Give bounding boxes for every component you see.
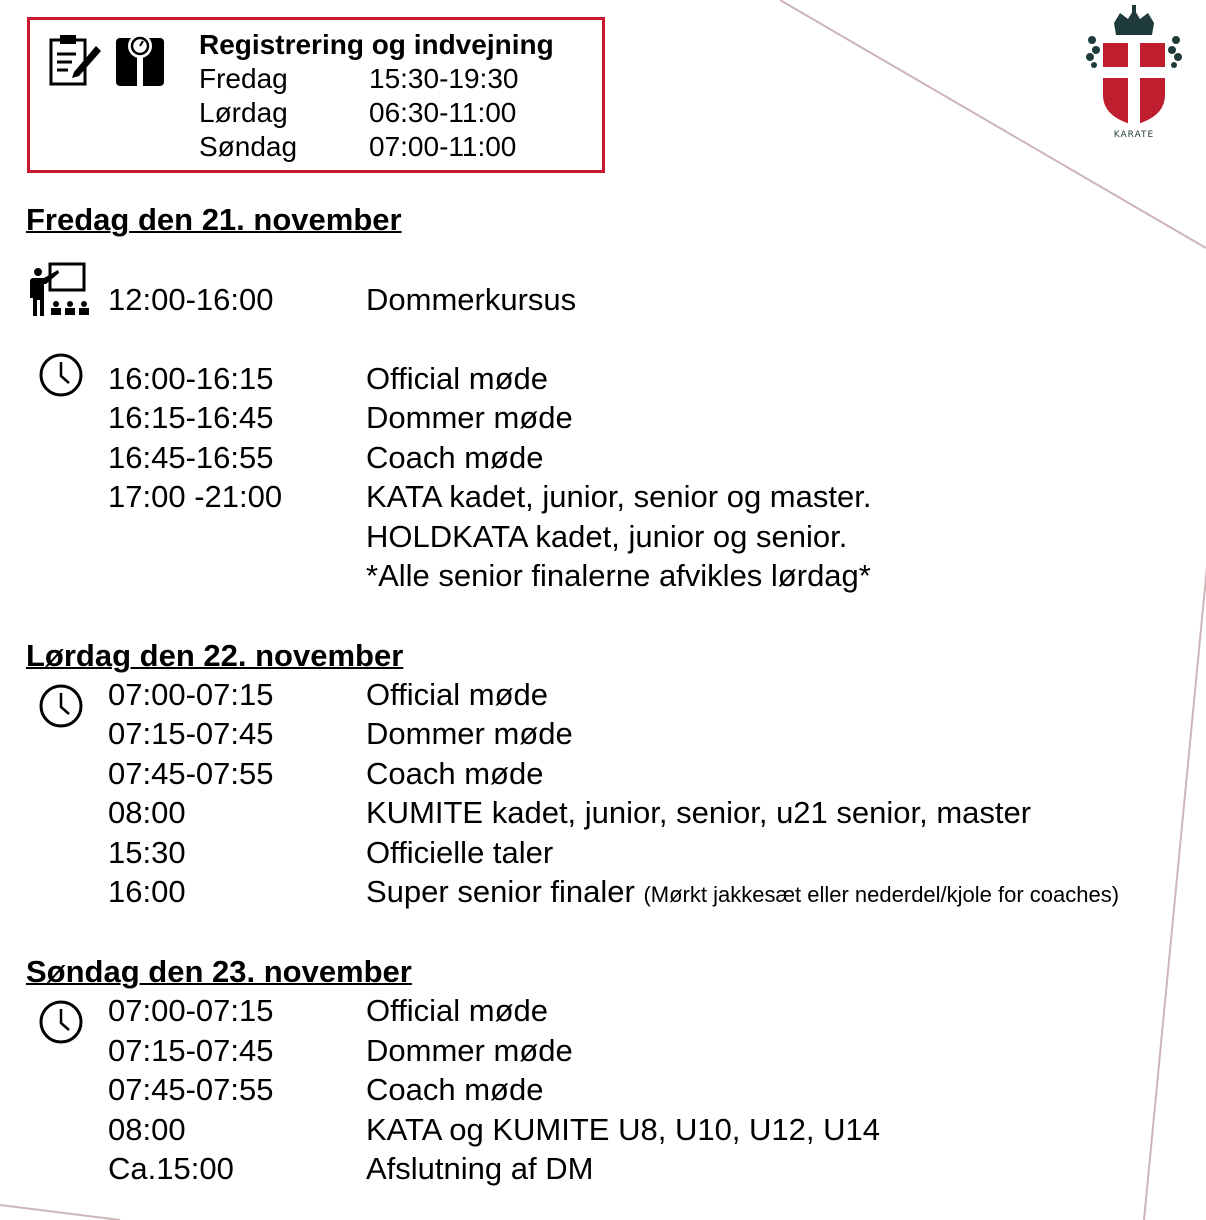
description: Dommerkursus (366, 282, 577, 317)
day-heading-sunday: Søndag den 23. november (26, 954, 412, 989)
description: Coach møde (366, 756, 544, 791)
description: Official møde (366, 677, 549, 712)
registration-box: Registrering og indvejning Fredag 15:30-… (27, 17, 605, 173)
time: Ca.15:00 (108, 1151, 234, 1186)
clipboard-edit-icon (49, 35, 101, 86)
description: Coach møde (366, 1072, 544, 1107)
description: *Alle senior finalerne afvikles lørdag* (366, 558, 871, 593)
time: 16:15-16:45 (108, 400, 274, 435)
day-heading-saturday: Lørdag den 22. november (26, 638, 404, 673)
time: 07:15-07:45 (108, 1033, 274, 1068)
description: Afslutning af DM (366, 1151, 594, 1186)
time: 07:45-07:55 (108, 756, 274, 791)
description: KATA og KUMITE U8, U10, U12, U14 (366, 1112, 880, 1147)
description: HOLDKATA kadet, junior og senior. (366, 519, 848, 554)
dress-code-note: (Mørkt jakkesæt eller nederdel/kjole for… (643, 882, 1120, 907)
time: 16:00-16:15 (108, 361, 274, 396)
time: 17:00 -21:00 (108, 479, 283, 514)
time: 16:45-16:55 (108, 440, 274, 475)
description: Dommer møde (366, 400, 573, 435)
registration-title: Registrering og indvejning (199, 29, 554, 60)
description: Officielle taler (366, 835, 554, 870)
description: Dommer møde (366, 1033, 573, 1068)
time: 07:00-07:15 (108, 677, 274, 712)
time: 16:00 (108, 874, 186, 909)
registration-time: 15:30-19:30 (369, 63, 519, 94)
dansk-karate-forbund-logo: KARATE (1086, 5, 1182, 140)
day-heading-friday: Fredag den 21. november (26, 202, 402, 237)
description: Dommer møde (366, 716, 573, 751)
teacher-presentation-icon (30, 262, 89, 316)
clock-icon (39, 1000, 83, 1044)
description: Official møde (366, 993, 549, 1028)
description: Super senior finaler (366, 874, 635, 909)
description: Official møde (366, 361, 549, 396)
registration-day: Søndag (199, 131, 298, 162)
registration-time: 06:30-11:00 (369, 97, 517, 128)
description: Coach møde (366, 440, 544, 475)
weighing-scale-icon (116, 34, 164, 88)
time: 08:00 (108, 1112, 186, 1147)
time: 07:15-07:45 (108, 716, 274, 751)
registration-day: Lørdag (199, 97, 288, 128)
time: 07:00-07:15 (108, 993, 274, 1028)
clock-icon (39, 353, 83, 397)
registration-time: 07:00-11:00 (369, 131, 517, 162)
svg-text:KARATE: KARATE (1114, 130, 1154, 140)
time: 08:00 (108, 795, 186, 830)
time: 12:00-16:00 (108, 282, 274, 317)
registration-day: Fredag (199, 63, 288, 94)
clock-icon (39, 684, 83, 728)
time: 07:45-07:55 (108, 1072, 274, 1107)
description: KATA kadet, junior, senior og master. (366, 479, 872, 514)
time: 15:30 (108, 835, 186, 870)
description: KUMITE kadet, junior, senior, u21 senior… (366, 795, 1032, 830)
